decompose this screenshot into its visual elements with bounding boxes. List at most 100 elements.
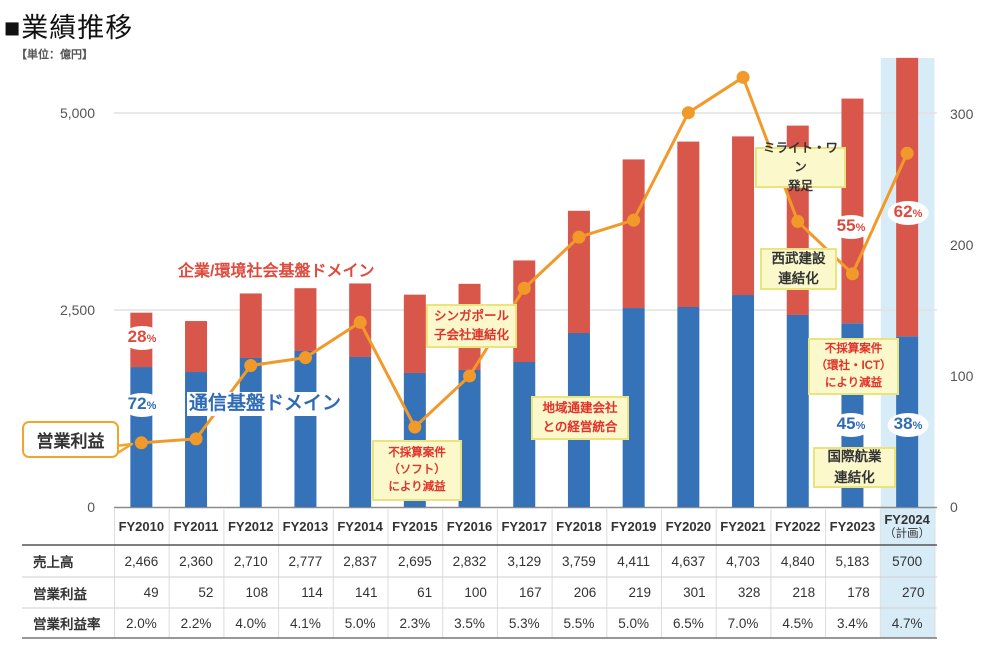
axes: 0 2,500 5,000 0 100 200 300: [60, 105, 974, 515]
table-cell: 5.0%: [344, 615, 376, 631]
table-cell: 5.0%: [618, 615, 650, 631]
bar-telecom-FY2019: [622, 308, 645, 507]
table-cell: 3.4%: [837, 615, 868, 631]
table-cell: 178: [847, 585, 870, 600]
bar-telecom-FY2020: [677, 307, 700, 507]
bar-telecom-FY2014: [349, 356, 372, 507]
right-axis-tick-label: 100: [950, 368, 974, 384]
table-cell: 6.5%: [672, 615, 704, 631]
annotation-line: 西武建設: [771, 250, 826, 266]
column-header-label: FY2011: [173, 518, 219, 534]
annotation-line: 国際航業: [827, 449, 882, 465]
operating-profit-point-FY2015: [408, 420, 422, 434]
column-header-label: FY2021: [720, 518, 766, 534]
table-cell: 2,466: [124, 553, 159, 569]
table-cell: 100: [464, 585, 487, 600]
share-label-fy2010-telecom: 72%: [121, 393, 163, 417]
left-axis-tick-label: 0: [87, 499, 95, 515]
column-header-label: FY2010: [118, 518, 165, 534]
annotation-regional-merger: 地域通建会社 との経営統合: [531, 396, 629, 440]
column-header-label: FY2022: [774, 518, 821, 534]
table-cell: 4.0%: [235, 615, 267, 631]
annotation-line: 子会社連結化: [433, 328, 509, 342]
column-header-subtitle: （計画）: [884, 527, 931, 540]
column-header-label: FY2018: [556, 518, 602, 534]
annotation-mirait-one-launch: ミライト・ワン 発足: [755, 141, 846, 193]
bars: [130, 57, 919, 507]
unit-label: 【単位：億円】: [16, 49, 93, 61]
table-cell: 61: [417, 585, 433, 600]
table-cell: 7.0%: [727, 615, 759, 631]
table-cell: 5700: [892, 553, 923, 569]
left-axis-tick-label: 5,000: [60, 105, 95, 121]
table-cell: 108: [245, 585, 269, 600]
operating-profit-point-FY2020: [681, 106, 695, 120]
annotation-line: 連結化: [778, 271, 819, 286]
column-header-label: FY2020: [665, 518, 712, 534]
bar-telecom-FY2012: [239, 357, 262, 507]
operating-profit-point-FY2016: [463, 369, 477, 383]
operating-profit-point-FY2023: [845, 267, 859, 281]
column-header-label: FY2014: [337, 518, 383, 534]
column-header-label: FY2023: [829, 518, 876, 534]
table-column-header: FY2021: [716, 509, 771, 545]
table-cell: 5.5%: [563, 615, 595, 631]
table-cell: 3.5%: [454, 615, 485, 631]
annotation-kokusai-consolidation: 国際航業 連結化: [813, 447, 896, 488]
bar-telecom-FY2017: [513, 362, 536, 507]
operating-profit-point-FY2024: [900, 146, 914, 160]
table-column-header: FY2018: [552, 509, 607, 545]
table-column-header: FY2016: [442, 509, 497, 545]
operating-profit-point-FY2022: [791, 214, 805, 228]
table-cell: 2,837: [343, 553, 378, 569]
table-cell: 2,777: [288, 553, 323, 569]
column-header-label: FY2013: [282, 518, 329, 534]
share-label-fy2023-corporate: 55%: [830, 215, 872, 239]
right-axis-tick-label: 0: [950, 499, 958, 515]
table-cell: 3,759: [562, 553, 596, 569]
table-column-header: FY2012: [223, 509, 278, 545]
annotation-line: 地域通建会社: [542, 401, 618, 416]
annotation-soft-loss: 不採算案件 （ソフト） により減益: [372, 440, 462, 501]
table-cell: 5.3%: [508, 615, 540, 631]
bar-corporate-FY2024: [896, 57, 919, 337]
column-header-label: FY2019: [610, 518, 657, 534]
operating-profit-point-FY2013: [298, 351, 312, 365]
table-cell: 2.0%: [125, 615, 157, 631]
table-cell: 4,637: [671, 553, 706, 569]
table-column-header: FY2014: [333, 509, 388, 545]
table-column-header: FY2013: [278, 509, 333, 545]
operating-profit-point-FY2018: [572, 230, 586, 244]
table-cell: 4.7%: [891, 615, 923, 631]
annotation-line: により減益: [388, 481, 446, 494]
bar-corporate-FY2012: [239, 293, 262, 358]
right-axis-tick-label: 200: [950, 237, 974, 253]
annotation-line: シンガポール: [433, 309, 509, 324]
table-row-label: 売上高: [33, 555, 74, 570]
table-cell: 328: [737, 585, 761, 600]
table-column-header: FY2024 （計画）: [880, 509, 935, 545]
table-column-header: FY2010: [114, 509, 169, 545]
table-gridlines: [22, 509, 937, 639]
annotation-singapore-consolidation: シンガポール 子会社連結化: [426, 304, 517, 348]
table-cell: 2,832: [452, 553, 487, 569]
annotation-line: 不採算案件: [388, 446, 446, 459]
right-axis-tick-label: 300: [950, 106, 974, 122]
table-cell: 2,360: [179, 553, 213, 569]
share-label-fy2023-telecom: 45%: [830, 413, 872, 437]
page-title: ■業績推移: [4, 13, 134, 43]
annotation-seibu-consolidation: 西武建設 連結化: [760, 248, 837, 290]
table-cell: 4,703: [726, 553, 760, 569]
annotation-line: 発足: [787, 178, 813, 193]
bar-corporate-FY2013: [294, 288, 317, 351]
annotation-line: との経営統合: [542, 420, 618, 434]
left-axis-tick-label: 2,500: [60, 302, 95, 318]
annotation-line: （ソフト）: [388, 463, 446, 476]
table-cell: 4.1%: [290, 615, 321, 631]
annotation-line: （環社・ICT）: [815, 359, 892, 372]
bar-corporate-FY2020: [677, 141, 700, 308]
table-cell: 49: [143, 585, 159, 600]
bar-corporate-FY2011: [185, 321, 208, 373]
legend-corporate-domain: 企業/環境社会基盤ドメイン: [178, 263, 375, 280]
table-cell: 2,695: [397, 553, 432, 569]
